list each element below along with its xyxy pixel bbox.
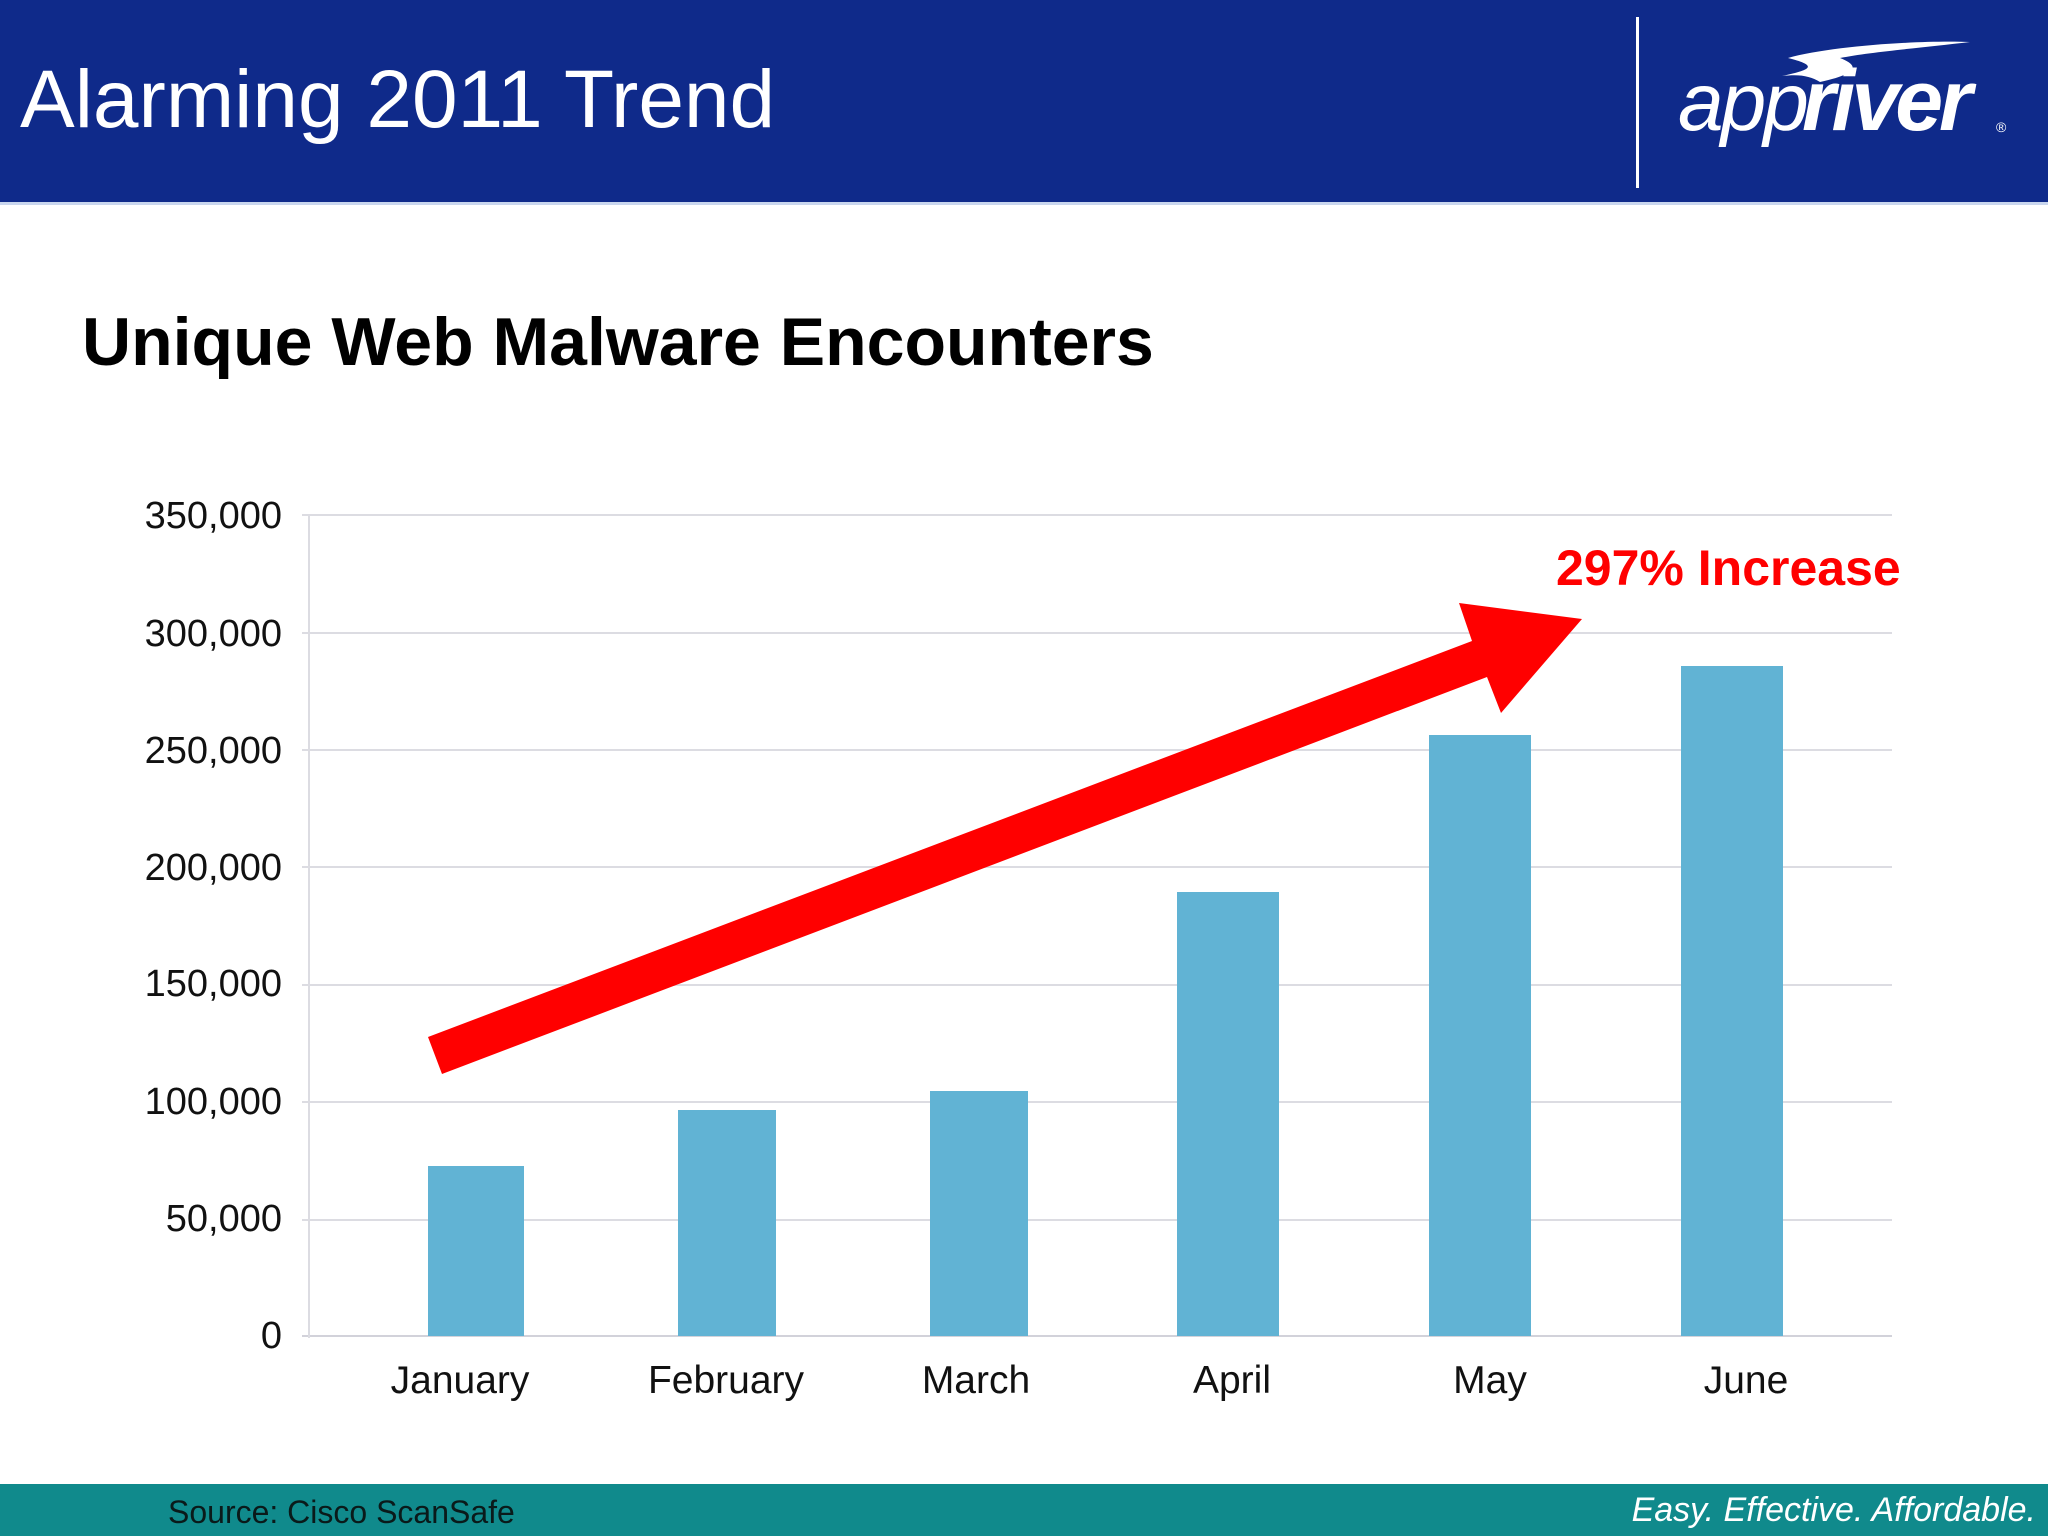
y-tick-label: 50,000 bbox=[165, 1198, 282, 1240]
y-axis-line bbox=[308, 514, 310, 1338]
bar-january[interactable] bbox=[428, 1166, 524, 1336]
bar-april[interactable] bbox=[1177, 892, 1279, 1336]
logo-registered-mark: ® bbox=[1996, 119, 2007, 135]
logo-text-app: app bbox=[1678, 57, 1806, 148]
y-tick-label: 100,000 bbox=[144, 1081, 282, 1123]
x-tick-label: April bbox=[1192, 1359, 1272, 1402]
increase-annotation: 297% Increase bbox=[1556, 540, 1901, 596]
x-tick-label: May bbox=[1453, 1359, 1527, 1402]
bar-february[interactable] bbox=[678, 1110, 776, 1336]
header-bar: Alarming 2011 Trend app river ® bbox=[0, 0, 2048, 205]
chart-title: Unique Web Malware Encounters bbox=[82, 304, 1154, 380]
appriver-logo-icon: app river ® bbox=[1678, 41, 2007, 149]
x-tick-label: March bbox=[921, 1359, 1031, 1402]
logo-text-river: river bbox=[1802, 53, 1977, 149]
slide-title: Alarming 2011 Trend bbox=[20, 54, 776, 145]
gridline-200000 bbox=[302, 866, 1892, 868]
header-divider bbox=[1636, 17, 1639, 188]
footer-bar: Source: Cisco ScanSafe Easy. Effective. … bbox=[0, 1484, 2048, 1536]
y-tick-label: 250,000 bbox=[144, 730, 282, 772]
gridline-50000 bbox=[302, 1219, 1892, 1221]
tagline: Easy. Effective. Affordable. bbox=[1631, 1491, 2036, 1529]
x-tick-label: June bbox=[1703, 1359, 1789, 1402]
gridline-150000 bbox=[302, 984, 1892, 986]
bar-chart: 350,000 300,000 250,000 200,000 150,000 … bbox=[144, 495, 1901, 1402]
appriver-logo: app river ® bbox=[1670, 30, 2030, 180]
bar-june[interactable] bbox=[1681, 666, 1783, 1336]
source-citation: Source: Cisco ScanSafe bbox=[168, 1494, 515, 1530]
x-tick-label: February bbox=[647, 1359, 805, 1402]
gridline-250000 bbox=[302, 749, 1892, 751]
x-tick-label: January bbox=[390, 1359, 530, 1402]
gridline-300000 bbox=[302, 632, 1892, 634]
y-tick-label: 150,000 bbox=[144, 963, 282, 1005]
bar-march[interactable] bbox=[930, 1091, 1028, 1336]
bar-may[interactable] bbox=[1429, 735, 1531, 1336]
y-tick-label: 0 bbox=[260, 1315, 282, 1357]
x-axis-line bbox=[302, 1335, 1892, 1337]
y-tick-label: 300,000 bbox=[144, 613, 282, 655]
y-tick-label: 350,000 bbox=[144, 495, 282, 537]
gridline-350000 bbox=[302, 514, 1892, 516]
y-tick-label: 200,000 bbox=[144, 847, 282, 889]
gridline-100000 bbox=[302, 1101, 1892, 1103]
